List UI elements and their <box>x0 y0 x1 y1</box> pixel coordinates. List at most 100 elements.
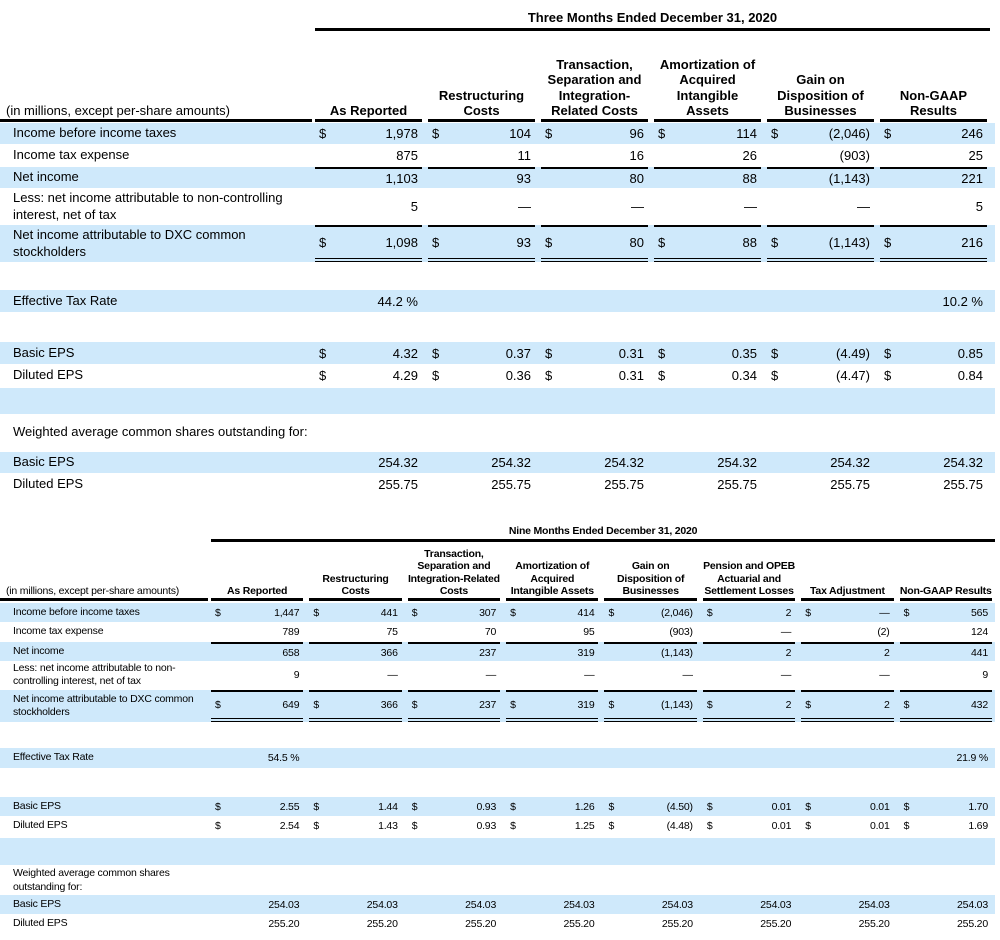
value-cell: 26 <box>654 145 761 166</box>
column-header: Non-GAAP Results <box>880 88 987 122</box>
currency-symbol: $ <box>214 699 221 711</box>
currency-symbol: $ <box>432 367 440 383</box>
value-cell <box>541 290 648 312</box>
value: 658 <box>282 646 300 659</box>
value: 80 <box>629 171 644 186</box>
currency-symbol: $ <box>319 126 327 141</box>
value: 254.32 <box>830 455 870 470</box>
value: 565 <box>971 606 988 619</box>
value: 649 <box>282 699 300 711</box>
value-cell: $ (4.49) <box>767 342 874 364</box>
stub-label: (in millions, except per-share amounts) <box>0 585 208 601</box>
value: 255.75 <box>943 477 983 492</box>
value-cell: 254.03 <box>703 895 795 914</box>
value-cell: $ (4.47) <box>767 364 874 386</box>
value-cell <box>801 748 893 768</box>
value-cell: $2 <box>702 690 796 722</box>
table-row: Less: net income attributable to non-con… <box>0 190 995 223</box>
row-label: Diluted EPS <box>13 476 84 492</box>
table-row: Net income attributable to DXC common st… <box>0 690 995 722</box>
value: 255.20 <box>563 917 595 930</box>
value: 5 <box>410 199 418 214</box>
value: 26 <box>742 148 757 163</box>
value: 254.32 <box>378 455 418 470</box>
value-cell: $246 <box>880 123 987 144</box>
value-cell: 319 <box>506 642 599 661</box>
currency-symbol: $ <box>805 820 811 832</box>
value: 789 <box>282 625 300 638</box>
value-cell: 255.20 <box>408 914 500 933</box>
currency-symbol: $ <box>706 606 713 619</box>
table-row: Diluted EPS $2.54 $1.43 $0.93 $1.25 $ (4.48) $0… <box>0 816 995 836</box>
column-header: Non-GAAP Results <box>899 585 992 601</box>
row-label: Weighted average common shares outstandi… <box>13 867 170 893</box>
value: 1.70 <box>968 800 988 813</box>
table-row: Income before income taxes $1,447 $441 $307… <box>0 603 995 622</box>
column-header: Amortization of Acquired Intangible Asse… <box>506 560 599 601</box>
value: 0.85 <box>957 345 983 361</box>
value-cell: — <box>604 661 696 689</box>
currency-symbol: $ <box>510 606 516 619</box>
value-cell: 875 <box>315 145 422 166</box>
value: 93 <box>516 171 531 186</box>
currency-symbol: $ <box>706 699 713 711</box>
column-header: Transaction, Separation and Integration-… <box>541 57 648 122</box>
value: 10.2 % <box>942 293 983 309</box>
column-headers: (in millions, except per-share amounts) A… <box>0 30 995 122</box>
value: 2 <box>785 606 792 619</box>
row-label: Diluted EPS <box>13 916 68 929</box>
value-cell: 16 <box>541 145 648 166</box>
value: 0.93 <box>476 800 497 813</box>
value-cell: — <box>703 622 795 641</box>
value: 0.01 <box>771 800 792 813</box>
value: 254.03 <box>268 898 300 911</box>
value: 0.37 <box>505 345 531 361</box>
value: 254.32 <box>943 455 983 470</box>
value-cell <box>428 290 535 312</box>
value-cell: $1,447 <box>211 603 303 622</box>
currency-symbol: $ <box>608 800 615 813</box>
value-cell: $414 <box>506 603 598 622</box>
value: 0.84 <box>957 367 983 383</box>
row-label: Weighted average common shares outstandi… <box>13 423 308 439</box>
value-cell: $ (1,143) <box>604 690 697 722</box>
currency-symbol: $ <box>903 606 910 619</box>
row-label: Income tax expense <box>13 147 130 163</box>
value-cell: 54.5 % <box>211 748 303 768</box>
value: 1.69 <box>968 820 988 832</box>
currency-symbol: $ <box>903 800 910 813</box>
value-cell: $0.36 <box>428 364 535 386</box>
value: 875 <box>396 148 418 163</box>
value-cell: — <box>703 661 795 689</box>
value-cell: $1.69 <box>900 816 992 836</box>
value: (1,143) <box>660 646 693 659</box>
value: (4.48) <box>666 820 693 832</box>
value: 124 <box>971 625 988 638</box>
currency-symbol: $ <box>608 699 615 711</box>
value: (903) <box>839 148 870 163</box>
value: 254.03 <box>661 898 693 911</box>
currency-symbol: $ <box>313 699 319 711</box>
value-cell: — <box>801 661 893 689</box>
value-cell: 93 <box>428 167 535 188</box>
row-label: Income tax expense <box>13 624 104 637</box>
currency-symbol: $ <box>805 800 811 813</box>
value-cell: (2) <box>801 622 893 641</box>
row-label: Less: net income attributable to non-con… <box>13 190 283 222</box>
value-cell: 254.32 <box>315 452 422 473</box>
value-cell: 5 <box>880 190 987 223</box>
value-cell: $441 <box>309 603 401 622</box>
value-cell: $114 <box>654 123 761 144</box>
value: 80 <box>629 235 644 250</box>
value: 221 <box>961 171 983 186</box>
value-cell: 88 <box>654 167 761 188</box>
value-cell: $319 <box>506 690 599 722</box>
currency-symbol: $ <box>319 345 327 361</box>
value: 9 <box>982 669 988 681</box>
value: 254.03 <box>858 898 890 911</box>
row-label: Effective Tax Rate <box>13 292 118 308</box>
value-cell: 255.20 <box>309 914 401 933</box>
value-cell: 75 <box>309 622 401 641</box>
table-row <box>0 838 995 865</box>
value: 9 <box>293 669 300 681</box>
